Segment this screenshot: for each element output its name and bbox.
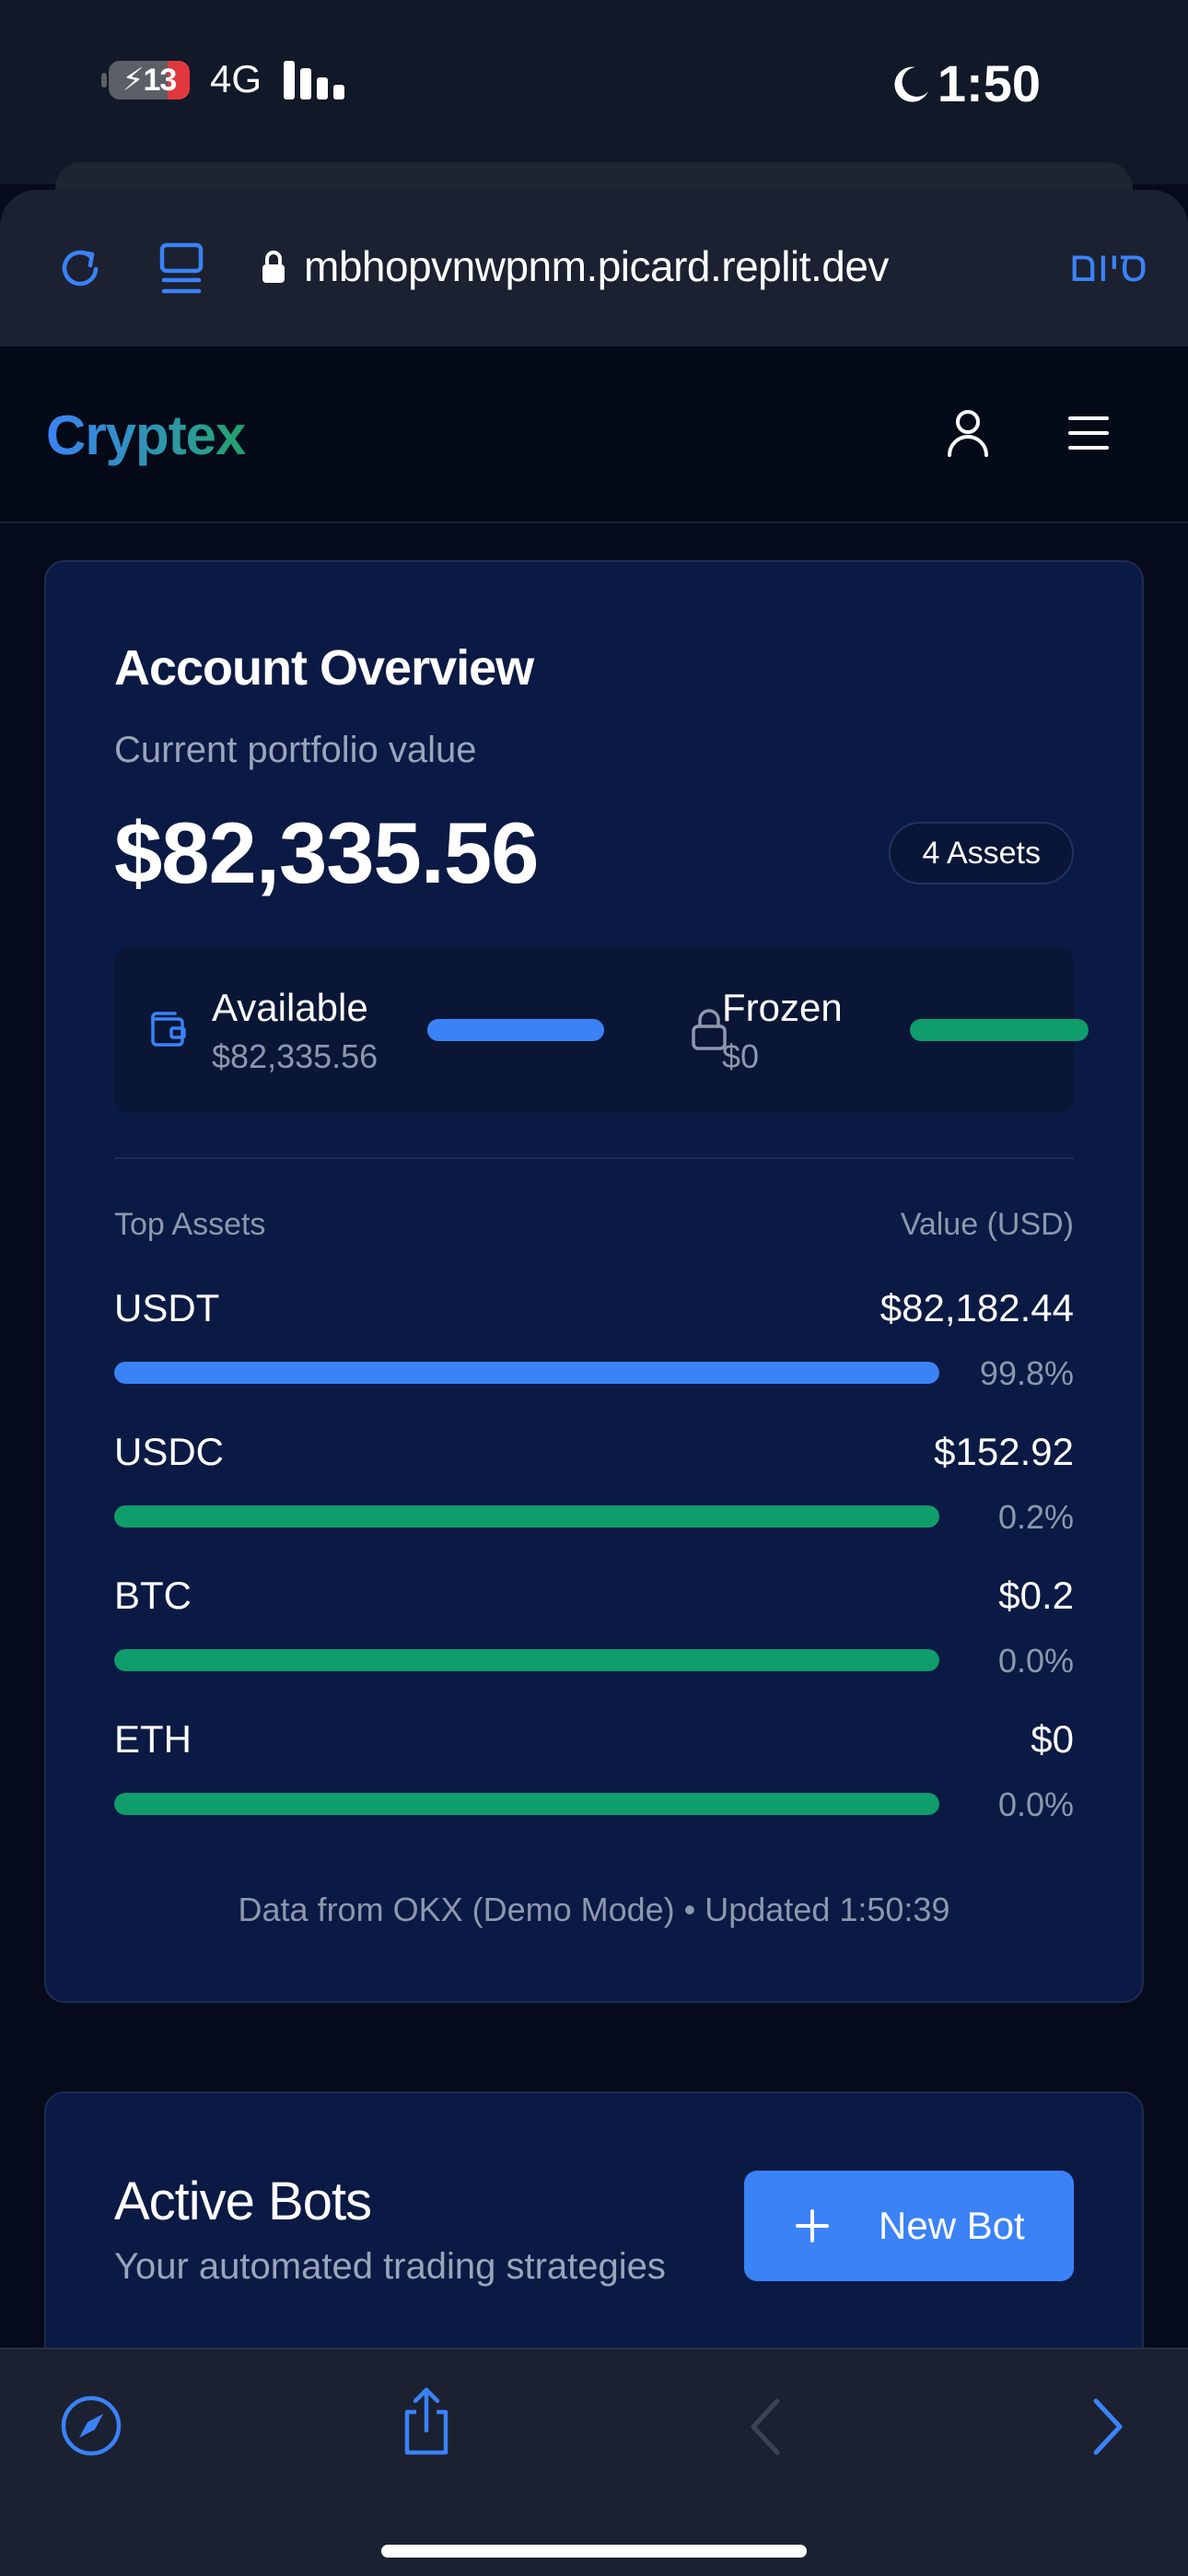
status-bar: ⚡13 4G 1:50 [0, 0, 1188, 184]
battery-icon: ⚡13 [109, 61, 190, 100]
divider [114, 1157, 1074, 1159]
overview-title: Account Overview [114, 640, 534, 696]
lock-icon [262, 251, 285, 283]
asset-name: ETH [114, 1717, 192, 1761]
menu-icon[interactable] [1066, 413, 1111, 453]
frozen-value: $0 [722, 1037, 760, 1075]
available-label: Available [212, 986, 368, 1029]
asset-value: $152.92 [934, 1430, 1074, 1473]
battery-nub [101, 73, 107, 88]
asset-value: $0 [1031, 1717, 1074, 1761]
asset-value: $82,182.44 [879, 1286, 1074, 1329]
moon-icon [894, 66, 928, 102]
asset-bar-track [114, 1649, 939, 1671]
available-bar [427, 1019, 604, 1041]
balance-summary: Available $82,335.56 Frozen $0 [114, 947, 1089, 1113]
asset-bar-fill [114, 1505, 939, 1528]
portfolio-value: $82,335.56 [114, 804, 539, 901]
asset-row: USDT $82,182.44 99.8% [114, 1286, 1074, 1397]
value-usd-header: Value (USD) [900, 1207, 1074, 1242]
frozen-bar [910, 1019, 1089, 1041]
new-bot-label: New Bot [879, 2204, 1025, 2247]
asset-percent: 0.0% [997, 1642, 1074, 1680]
plus-icon [796, 2209, 829, 2242]
user-icon[interactable] [945, 407, 991, 459]
bots-subtitle: Your automated trading strategies [114, 2246, 666, 2287]
bots-title: Active Bots [114, 2172, 372, 2231]
reload-icon[interactable] [53, 241, 107, 295]
padlock-icon [692, 1009, 727, 1050]
asset-value: $0.2 [998, 1574, 1074, 1617]
overview-subtitle: Current portfolio value [114, 730, 477, 770]
app-header: Cryptex [0, 346, 1188, 523]
status-time: 1:50 [937, 54, 1041, 112]
browser-toolbar [0, 2348, 1188, 2576]
tabs-icon[interactable] [155, 241, 208, 297]
network-type: 4G [210, 57, 262, 100]
asset-name: USDT [114, 1286, 220, 1329]
asset-name: BTC [114, 1574, 192, 1617]
done-button[interactable]: סיום [1068, 242, 1147, 290]
frozen-label: Frozen [722, 986, 843, 1029]
forward-icon[interactable] [1092, 2397, 1125, 2456]
asset-name: USDC [114, 1430, 225, 1473]
url-bar[interactable] [0, 190, 1188, 346]
asset-percent: 0.0% [997, 1786, 1074, 1823]
share-icon[interactable] [398, 2386, 455, 2456]
signal-icon [284, 61, 348, 100]
asset-bar-track [114, 1505, 939, 1528]
asset-bar-track [114, 1793, 939, 1815]
asset-row: ETH $0 0.0% [114, 1717, 1074, 1828]
home-indicator[interactable] [381, 2545, 807, 2558]
battery-level: 13 [143, 63, 178, 98]
asset-bar-fill [114, 1649, 939, 1671]
asset-bar-track [114, 1362, 939, 1384]
assets-count-badge: 4 Assets [889, 822, 1074, 884]
asset-bar-fill [114, 1362, 939, 1384]
new-bot-button[interactable]: New Bot [744, 2171, 1074, 2281]
brand-logo[interactable]: Cryptex [46, 404, 246, 466]
compass-icon[interactable] [59, 2394, 123, 2458]
asset-row: BTC $0.2 0.0% [114, 1574, 1074, 1684]
asset-percent: 0.2% [997, 1498, 1074, 1536]
wallet-icon [151, 1012, 186, 1047]
asset-percent: 99.8% [979, 1354, 1074, 1392]
data-source-note: Data from OKX (Demo Mode) • Updated 1:50… [238, 1891, 950, 1928]
available-value: $82,335.56 [212, 1037, 379, 1075]
asset-row: USDC $152.92 0.2% [114, 1430, 1074, 1540]
clock-group: 1:50 [891, 53, 1041, 113]
account-overview-card: Account Overview Current portfolio value… [44, 560, 1144, 2003]
back-icon [751, 2398, 780, 2455]
asset-bar-fill [114, 1793, 939, 1815]
url-text[interactable]: mbhopvnwpnm.picard.replit.dev [304, 242, 889, 290]
top-assets-header: Top Assets [114, 1207, 266, 1242]
